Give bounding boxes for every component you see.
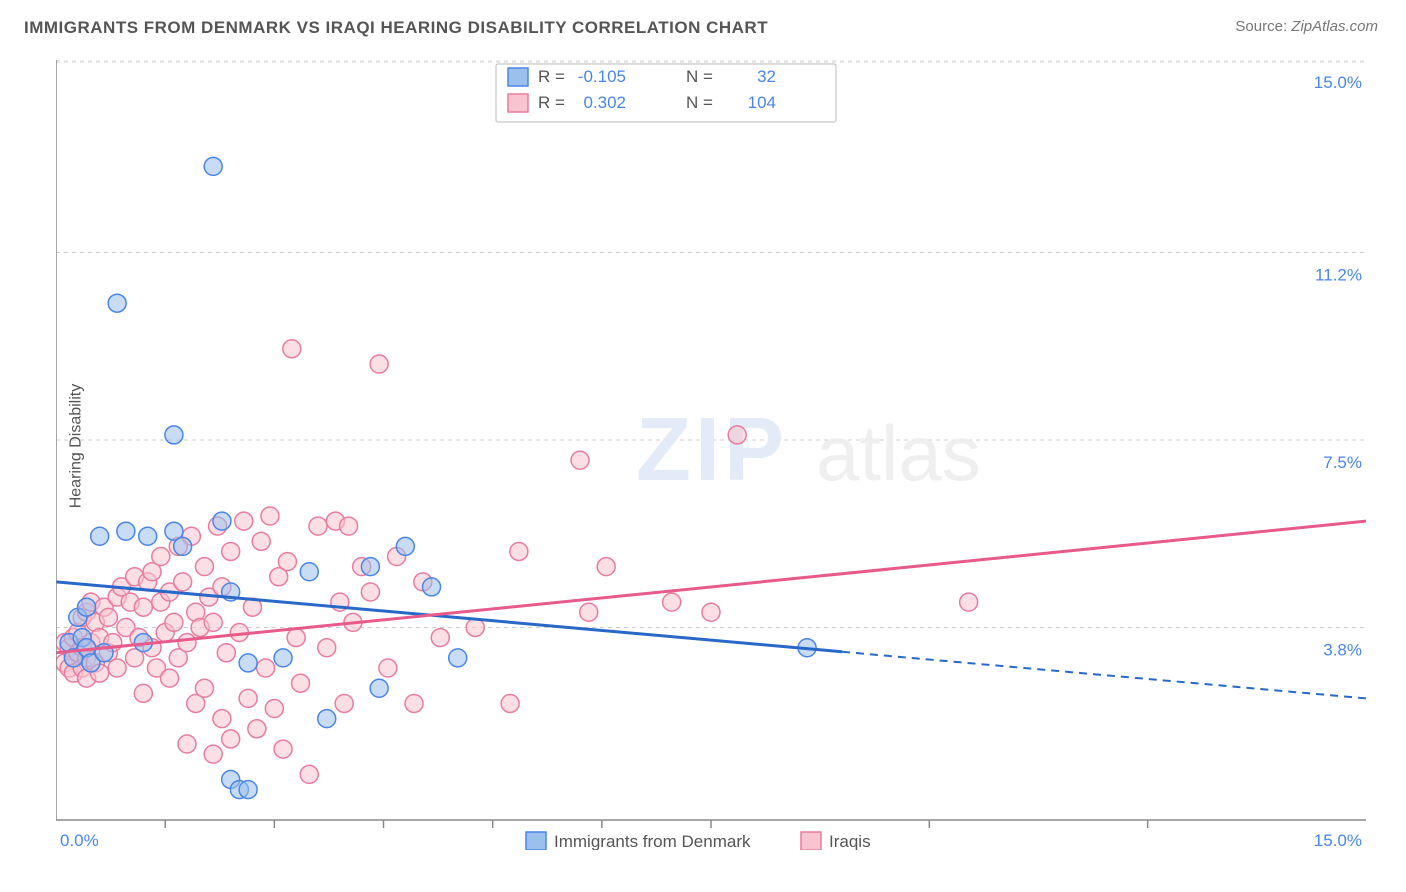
svg-text:0.302: 0.302 bbox=[583, 93, 626, 112]
chart-title: IMMIGRANTS FROM DENMARK VS IRAQI HEARING… bbox=[24, 18, 768, 38]
plot-area: ZIP atlas 3.8%7.5%11.2%15.0% 0.0% 15.0% … bbox=[56, 60, 1366, 850]
svg-text:Immigrants from Denmark: Immigrants from Denmark bbox=[554, 832, 751, 850]
source-link[interactable]: ZipAtlas.com bbox=[1291, 18, 1378, 35]
scatter-series-iraqis bbox=[56, 340, 978, 784]
svg-text:11.2%: 11.2% bbox=[1315, 266, 1362, 285]
watermark-zip: ZIP bbox=[636, 400, 788, 500]
svg-text:104: 104 bbox=[748, 93, 776, 112]
source-label: Source: bbox=[1235, 18, 1287, 35]
x-tick-marks bbox=[165, 820, 1148, 828]
svg-text:7.5%: 7.5% bbox=[1323, 453, 1362, 472]
svg-text:-0.105: -0.105 bbox=[578, 67, 626, 86]
plot-svg: ZIP atlas 3.8%7.5%11.2%15.0% 0.0% 15.0% … bbox=[56, 60, 1366, 850]
x-tick-max: 15.0% bbox=[1314, 831, 1362, 850]
watermark-atlas: atlas bbox=[816, 409, 981, 497]
trendline-denmark-extrapolated bbox=[842, 652, 1366, 699]
legend-statistics: R = -0.105 N = 32 R = 0.302 N = 104 bbox=[496, 64, 836, 122]
svg-text:Iraqis: Iraqis bbox=[829, 832, 871, 850]
svg-text:32: 32 bbox=[757, 67, 776, 86]
svg-text:R =: R = bbox=[538, 93, 565, 112]
svg-text:N =: N = bbox=[686, 67, 713, 86]
y-tick-labels: 3.8% 7.5% 11.2% 15.0% bbox=[1314, 73, 1362, 659]
svg-text:N =: N = bbox=[686, 93, 713, 112]
source-credit: Source: ZipAtlas.com bbox=[1235, 18, 1378, 35]
svg-text:R =: R = bbox=[538, 67, 565, 86]
x-tick-min: 0.0% bbox=[60, 831, 99, 850]
svg-text:3.8%: 3.8% bbox=[1323, 640, 1362, 659]
legend-series: Immigrants from Denmark Iraqis bbox=[526, 832, 871, 850]
svg-text:15.0%: 15.0% bbox=[1314, 73, 1362, 92]
